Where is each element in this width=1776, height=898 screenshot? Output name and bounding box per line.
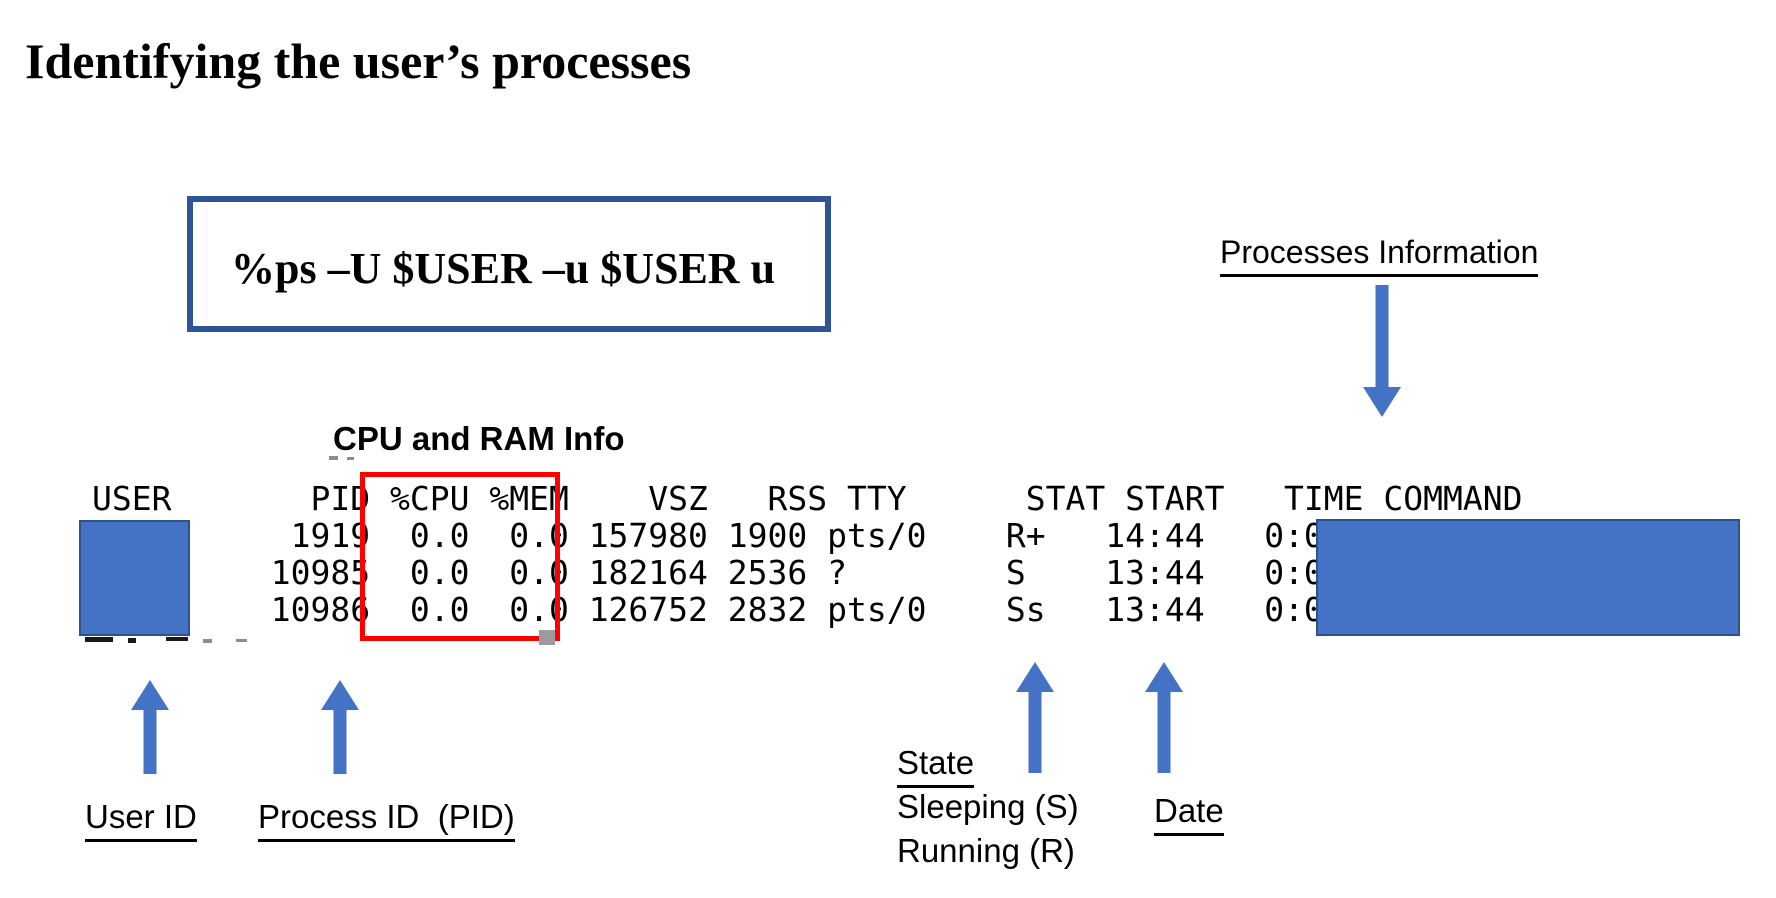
- artifact-mark: [166, 637, 188, 641]
- artifact-mark: [329, 456, 338, 460]
- date-label: Date: [1154, 792, 1224, 836]
- up-arrow-start-icon: [1145, 662, 1183, 773]
- cpu-ram-info-label: CPU and RAM Info: [333, 420, 625, 457]
- up-arrow-stat-icon: [1016, 662, 1054, 773]
- ps-row: 10985 0.0 0.0 182164 2536 ? S 13:44 0:00: [92, 553, 1344, 592]
- command-box: %ps –U $USER –u $USER u: [187, 196, 831, 332]
- artifact-mark: [85, 637, 113, 642]
- up-arrow-user-icon: [131, 680, 169, 774]
- page-title: Identifying the user’s processes: [25, 33, 692, 89]
- ps-row: 10986 0.0 0.0 126752 2832 pts/0 Ss 13:44…: [92, 590, 1344, 629]
- command-text: %ps –U $USER –u $USER u: [231, 243, 776, 293]
- artifact-mark: [203, 639, 212, 643]
- process-id-label: Process ID (PID): [258, 798, 515, 842]
- sleeping-label: Sleeping (S): [897, 788, 1079, 825]
- artifact-mark: [236, 639, 247, 642]
- ps-header-row: USER PID %CPU %MEM VSZ RSS TTY STAT STAR…: [92, 479, 1523, 518]
- resize-handle: [539, 630, 555, 645]
- ps-row: 1919 0.0 0.0 157980 1900 pts/0 R+ 14:44 …: [92, 516, 1344, 555]
- up-arrow-pid-icon: [321, 680, 359, 774]
- processes-information-label: Processes Information: [1220, 234, 1539, 277]
- running-label: Running (R): [897, 832, 1075, 869]
- artifact-mark: [128, 638, 136, 643]
- user-column-redaction-rect: [79, 520, 190, 636]
- ps-output: USER PID %CPU %MEM VSZ RSS TTY STAT STAR…: [92, 480, 1522, 628]
- command-column-redaction-rect: [1316, 519, 1740, 636]
- user-id-label: User ID: [85, 798, 197, 842]
- down-arrow-icon: [1363, 285, 1401, 417]
- state-label: State: [897, 744, 975, 788]
- cpu-mem-highlight-box: [360, 472, 560, 641]
- artifact-mark: [347, 457, 354, 460]
